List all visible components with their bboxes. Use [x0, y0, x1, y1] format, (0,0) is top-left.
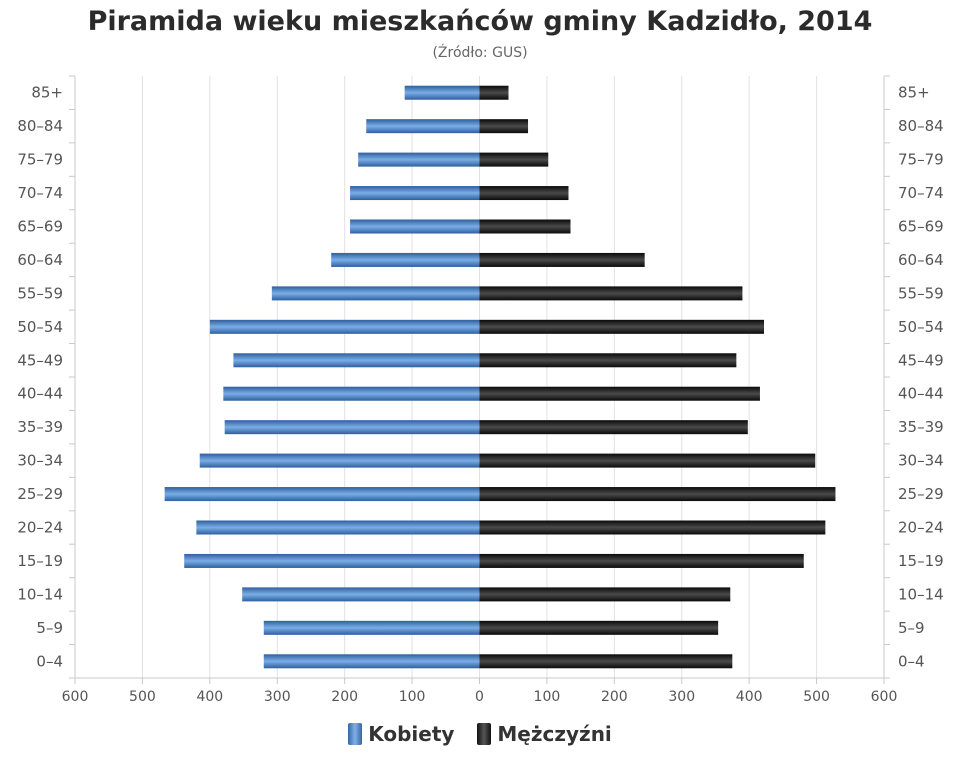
y-tick-label-right: 10–14: [898, 585, 944, 603]
x-tick-label: 0: [475, 689, 484, 705]
bar-male: [479, 520, 826, 535]
bar-female: [350, 219, 480, 234]
y-tick-label-right: 15–19: [898, 552, 944, 570]
y-tick-label-right: 0–4: [898, 652, 925, 670]
legend: Kobiety Mężczyźni: [0, 722, 960, 750]
legend-swatch-female: [348, 723, 363, 745]
bar-male: [479, 487, 836, 502]
y-tick-label-left: 0–4: [36, 652, 63, 670]
y-tick-label-left: 75–79: [17, 151, 63, 169]
legend-swatch-male: [477, 723, 492, 745]
bar-male: [479, 654, 733, 669]
y-tick-label-left: 25–29: [17, 485, 63, 503]
bar-female: [350, 186, 480, 201]
y-tick-label-left: 30–34: [17, 452, 63, 470]
bar-female: [164, 487, 480, 502]
x-tick-label: 100: [399, 689, 426, 705]
y-tick-label-right: 25–29: [898, 485, 944, 503]
y-tick-label-right: 40–44: [898, 385, 944, 403]
y-tick-label-right: 80–84: [898, 117, 944, 135]
x-tick-label: 500: [803, 689, 830, 705]
bar-male: [479, 219, 571, 234]
bar-male: [479, 420, 748, 435]
y-tick-label-left: 15–19: [17, 552, 63, 570]
legend-label-male: Mężczyźni: [497, 722, 612, 746]
bar-male: [479, 119, 529, 134]
y-tick-label-left: 35–39: [17, 418, 63, 436]
bar-male: [479, 353, 737, 368]
y-tick-label-right: 70–74: [898, 184, 944, 202]
chart-title: Piramida wieku mieszkańców gminy Kadzidł…: [87, 6, 873, 37]
y-tick-label-left: 65–69: [17, 218, 63, 236]
y-tick-label-left: 20–24: [17, 519, 63, 537]
bar-female: [271, 286, 480, 301]
y-tick-label-left: 55–59: [17, 284, 63, 302]
y-tick-label-right: 60–64: [898, 251, 944, 269]
y-tick-label-right: 5–9: [898, 619, 925, 637]
bar-male: [479, 620, 719, 635]
x-tick-label: 600: [871, 689, 898, 705]
x-tick-label: 600: [62, 689, 89, 705]
y-tick-label-right: 30–34: [898, 452, 944, 470]
y-tick-label-right: 75–79: [898, 151, 944, 169]
legend-item-female[interactable]: Kobiety: [348, 722, 454, 746]
bar-female: [224, 420, 480, 435]
bar-female: [196, 520, 480, 535]
y-tick-label-left: 85+: [31, 84, 63, 102]
x-tick-label: 100: [534, 689, 561, 705]
y-tick-label-right: 45–49: [898, 351, 944, 369]
bar-female: [199, 453, 480, 468]
bar-male: [479, 186, 569, 201]
x-tick-label: 200: [601, 689, 628, 705]
y-tick-label-left: 80–84: [17, 117, 63, 135]
y-tick-label-left: 50–54: [17, 318, 63, 336]
axis-layer: [69, 75, 890, 684]
x-tick-label: 400: [196, 689, 223, 705]
y-tick-label-left: 5–9: [36, 619, 63, 637]
bar-male: [479, 453, 816, 468]
x-tick-label: 400: [736, 689, 763, 705]
y-tick-label-right: 55–59: [898, 284, 944, 302]
y-tick-label-right: 65–69: [898, 218, 944, 236]
y-tick-label-right: 85+: [898, 84, 930, 102]
bars-layer: [164, 85, 836, 669]
bar-female: [404, 85, 480, 100]
bar-male: [479, 152, 549, 167]
y-tick-label-right: 20–24: [898, 519, 944, 537]
bar-female: [263, 620, 480, 635]
y-tick-label-left: 45–49: [17, 351, 63, 369]
y-tick-label-left: 40–44: [17, 385, 63, 403]
bar-female: [366, 119, 480, 134]
bar-female: [331, 252, 480, 267]
bar-female: [223, 386, 480, 401]
bar-male: [479, 85, 509, 100]
bar-female: [263, 654, 480, 669]
x-tick-label: 300: [668, 689, 695, 705]
labels-layer: 600 500 400 300 200 100 0 100 200 300 400 500 600 85+…: [17, 84, 943, 705]
bar-male: [479, 286, 743, 301]
y-tick-label-left: 70–74: [17, 184, 63, 202]
bar-male: [479, 252, 645, 267]
bar-female: [233, 353, 480, 368]
bar-female: [184, 553, 480, 568]
y-tick-label-right: 50–54: [898, 318, 944, 336]
legend-label-female: Kobiety: [368, 722, 455, 746]
x-tick-label: 500: [129, 689, 156, 705]
bar-male: [479, 386, 760, 401]
x-tick-label: 200: [331, 689, 358, 705]
y-tick-label-right: 35–39: [898, 418, 944, 436]
bar-female: [358, 152, 480, 167]
bar-female: [242, 587, 480, 602]
bar-male: [479, 553, 804, 568]
bar-male: [479, 319, 764, 334]
bar-male: [479, 587, 731, 602]
bar-female: [209, 319, 480, 334]
y-tick-label-left: 10–14: [17, 585, 63, 603]
legend-item-male[interactable]: Mężczyźni: [477, 722, 612, 746]
y-tick-label-left: 60–64: [17, 251, 63, 269]
x-tick-label: 300: [264, 689, 291, 705]
chart-subtitle: (Źródło: GUS): [432, 45, 528, 61]
